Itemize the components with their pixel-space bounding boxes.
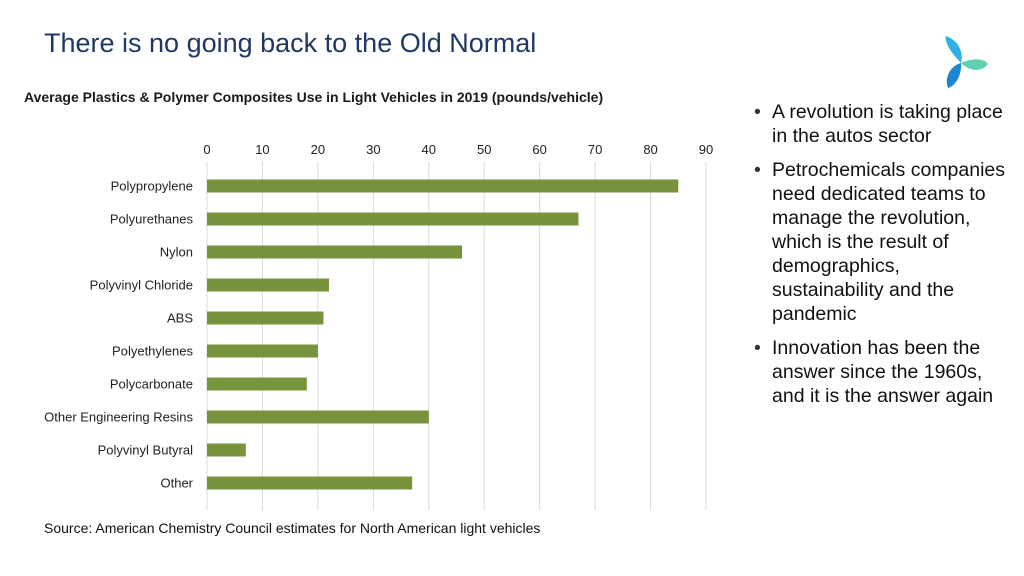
bullet-item: Innovation has been the answer since the… — [750, 336, 1012, 408]
slide-title: There is no going back to the Old Normal — [44, 28, 537, 58]
bar — [207, 212, 579, 226]
category-label: Polyvinyl Chloride — [90, 278, 193, 293]
bar-chart: 0 10 20 30 40 50 60 70 80 90 Polypropylene Polyuret… — [44, 142, 713, 510]
category-label: Polyvinyl Butyral — [98, 443, 193, 458]
x-tick-label: 70 — [588, 142, 602, 157]
tri-leaf-logo-icon — [945, 36, 988, 88]
bar — [207, 377, 307, 391]
category-label: Polycarbonate — [110, 377, 193, 392]
category-label: Other Engineering Resins — [44, 410, 193, 425]
x-tick-label: 30 — [366, 142, 380, 157]
x-tick-label: 0 — [203, 142, 210, 157]
category-label: Polyethylenes — [112, 344, 193, 359]
bullet-list: A revolution is taking place in the auto… — [750, 100, 1012, 418]
bar — [207, 476, 413, 490]
category-label: Polyurethanes — [110, 212, 194, 227]
bar — [207, 245, 463, 259]
x-tick-label: 60 — [532, 142, 546, 157]
x-tick-label: 40 — [422, 142, 436, 157]
bar — [207, 410, 429, 424]
category-label: Nylon — [160, 245, 193, 260]
bullet-item: A revolution is taking place in the auto… — [750, 100, 1012, 148]
category-label: Other — [160, 476, 193, 491]
bullet-item: Petrochemicals companies need dedicated … — [750, 158, 1012, 326]
x-tick-label: 10 — [255, 142, 269, 157]
category-label: Polypropylene — [111, 179, 193, 194]
chart-title: Average Plastics & Polymer Composites Us… — [24, 89, 604, 105]
source-note: Source: American Chemistry Council estim… — [44, 520, 541, 536]
bar — [207, 278, 329, 292]
x-tick-label: 80 — [643, 142, 657, 157]
bar — [207, 179, 679, 193]
bar — [207, 443, 246, 457]
bar — [207, 311, 324, 325]
x-tick-label: 20 — [311, 142, 325, 157]
bar — [207, 344, 318, 358]
x-tick-label: 50 — [477, 142, 491, 157]
category-label: ABS — [167, 311, 193, 326]
x-tick-label: 90 — [699, 142, 713, 157]
